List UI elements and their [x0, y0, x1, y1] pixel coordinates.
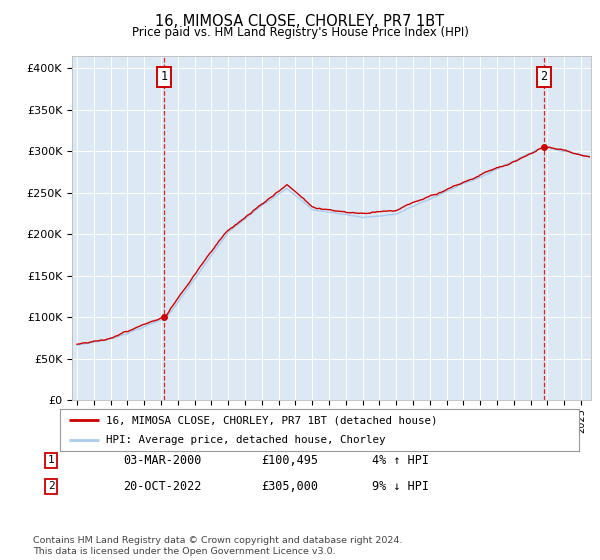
Text: 4% ↑ HPI: 4% ↑ HPI [372, 454, 429, 467]
Text: 1: 1 [160, 70, 167, 83]
Text: 03-MAR-2000: 03-MAR-2000 [123, 454, 202, 467]
Text: 9% ↓ HPI: 9% ↓ HPI [372, 479, 429, 493]
Text: 16, MIMOSA CLOSE, CHORLEY, PR7 1BT (detached house): 16, MIMOSA CLOSE, CHORLEY, PR7 1BT (deta… [106, 415, 437, 425]
Text: £305,000: £305,000 [261, 479, 318, 493]
Text: 20-OCT-2022: 20-OCT-2022 [123, 479, 202, 493]
Text: £100,495: £100,495 [261, 454, 318, 467]
Text: 16, MIMOSA CLOSE, CHORLEY, PR7 1BT: 16, MIMOSA CLOSE, CHORLEY, PR7 1BT [155, 14, 445, 29]
Text: Price paid vs. HM Land Registry's House Price Index (HPI): Price paid vs. HM Land Registry's House … [131, 26, 469, 39]
Text: 2: 2 [47, 481, 55, 491]
Text: HPI: Average price, detached house, Chorley: HPI: Average price, detached house, Chor… [106, 435, 385, 445]
Text: 2: 2 [541, 70, 548, 83]
Text: Contains HM Land Registry data © Crown copyright and database right 2024.
This d: Contains HM Land Registry data © Crown c… [33, 536, 403, 556]
Text: 1: 1 [47, 455, 55, 465]
